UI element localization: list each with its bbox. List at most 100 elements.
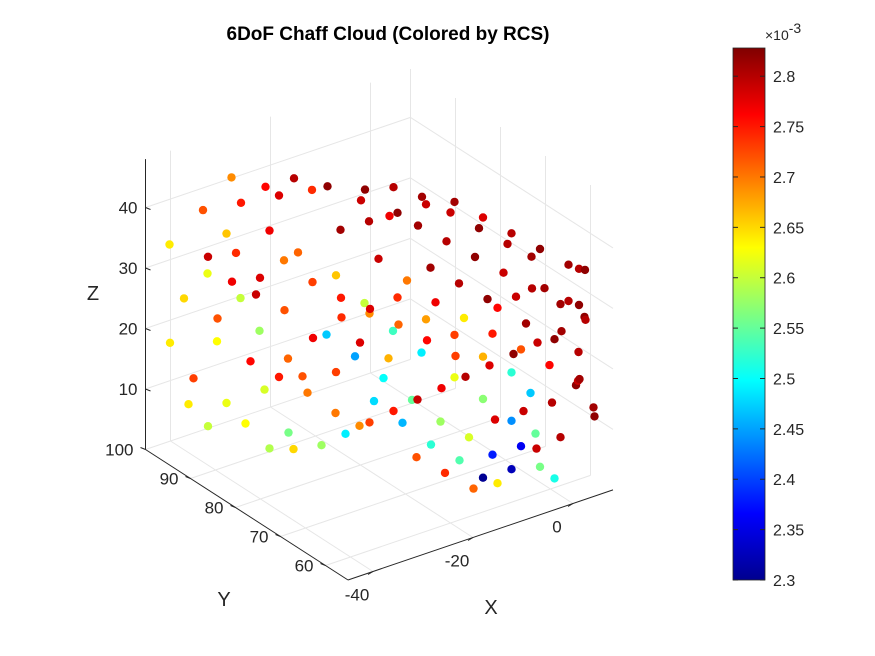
data-point [431, 298, 440, 307]
data-point [394, 320, 403, 329]
data-point [478, 473, 488, 482]
data-point [499, 268, 508, 277]
x-tick-mark [567, 503, 574, 507]
data-point [355, 421, 364, 430]
colorbar-tick-label: 2.7 [773, 170, 795, 187]
data-point [227, 277, 237, 286]
grid-line [410, 298, 614, 430]
z-tick-label: 30 [119, 259, 138, 278]
x-axis-label: X [484, 597, 497, 619]
data-point [317, 441, 326, 450]
data-point [337, 313, 346, 322]
y-tick-label: 80 [205, 499, 224, 518]
data-point [280, 306, 289, 315]
z-tick-label: 40 [119, 199, 138, 218]
colorbar-ticks: 2.3 2.35 2.4 2.45 2.5 2.55 2.6 2.65 2.7 2.75 2.8 [733, 69, 804, 590]
data-point [341, 429, 350, 438]
data-point [421, 315, 431, 324]
data-point [241, 419, 250, 428]
y-tick-label: 60 [295, 557, 314, 576]
z-tick-mark [145, 388, 151, 392]
z-tick-label: 20 [119, 320, 138, 339]
colorbar [732, 47, 766, 581]
y-tick-label: 70 [250, 528, 269, 547]
data-point [298, 372, 307, 381]
data-point [360, 185, 370, 194]
data-point [527, 284, 537, 293]
data-point [274, 372, 284, 382]
colorbar-tick-label: 2.65 [773, 220, 804, 237]
grid-line [145, 237, 411, 329]
data-point [507, 229, 516, 238]
data-point [464, 433, 474, 442]
data-point [236, 198, 246, 207]
data-point [437, 384, 446, 393]
data-point [336, 293, 346, 302]
data-point [469, 484, 478, 493]
data-point [564, 296, 573, 306]
data-point [521, 319, 531, 328]
data-point [545, 360, 554, 370]
data-point [322, 330, 331, 339]
data-point [279, 256, 289, 265]
data-point [417, 348, 426, 357]
data-point [436, 417, 445, 426]
data-point [413, 395, 422, 404]
data-point [413, 221, 423, 230]
grid-line [410, 237, 614, 370]
y-tick-mark [140, 447, 146, 450]
y-axis-ticks: 60 70 80 90 100 [105, 441, 326, 576]
data-point [470, 252, 480, 262]
colorbar-tick-label: 2.8 [773, 69, 795, 86]
colorbar-exponent: ×10-3 [765, 20, 801, 43]
colorbar-tick-label: 2.4 [773, 472, 795, 489]
data-point [331, 408, 340, 418]
data-point [503, 239, 512, 249]
data-point [450, 330, 459, 340]
data-point [356, 196, 366, 205]
data-point [388, 326, 398, 336]
z-axis-label: Z [87, 283, 99, 305]
data-point [308, 333, 318, 343]
x-axis-ticks: -40 -20 0 [345, 503, 574, 605]
data-point [274, 191, 284, 200]
y-tick-mark [320, 563, 326, 566]
grid-line [325, 474, 591, 566]
data-point [557, 327, 566, 336]
data-point [203, 252, 213, 261]
data-point [446, 208, 455, 217]
z-tick-mark [145, 207, 151, 210]
data-point [564, 260, 573, 269]
data-point [535, 244, 545, 254]
grid-line [235, 416, 501, 508]
grid-line [280, 445, 546, 537]
data-point [251, 290, 261, 299]
data-point [511, 292, 521, 301]
data-point [526, 388, 535, 398]
data-point [488, 329, 497, 338]
grid-line [270, 406, 474, 538]
data-point [231, 248, 241, 258]
x-tick-label: 0 [552, 518, 561, 537]
data-point [459, 313, 469, 323]
data-point [478, 352, 488, 361]
data-point [165, 338, 175, 347]
data-point [535, 462, 545, 471]
data-point [402, 276, 412, 285]
data-point [451, 351, 460, 361]
data-point [454, 279, 464, 288]
grid-line [410, 116, 614, 249]
chart-title: 6DoF Chaff Cloud (Colored by RCS) [227, 24, 550, 45]
data-point [574, 300, 584, 310]
grid-line [145, 358, 411, 450]
data-point [450, 373, 459, 382]
data-point [165, 240, 174, 249]
data-point [265, 226, 274, 235]
data-point [189, 374, 198, 383]
data-point [550, 474, 559, 483]
data-point [365, 304, 375, 314]
data-point [364, 217, 374, 226]
x-tick-label: -40 [345, 586, 370, 605]
data-point [493, 303, 502, 312]
data-point [222, 229, 231, 238]
